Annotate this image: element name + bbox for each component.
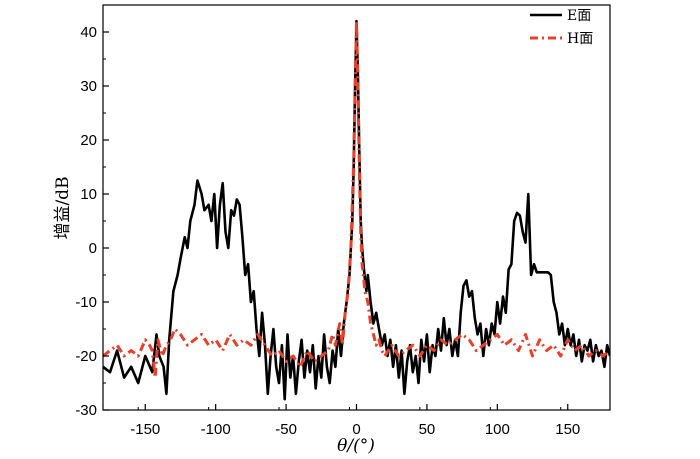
e-plane-series-line: [103, 19, 610, 401]
y-axis-title: 增益/dB: [53, 176, 73, 239]
y-tick-label: 40: [80, 24, 97, 41]
x-tick-label: -150: [130, 421, 160, 438]
legend-label-e: E面: [567, 8, 591, 24]
legend: E面 H面: [530, 8, 593, 47]
y-tick-label: 20: [80, 132, 97, 149]
y-tick-label: -30: [75, 402, 97, 419]
h-plane-series-line: [103, 19, 610, 380]
x-axis-title: θ/(°): [337, 436, 375, 456]
legend-label-h: H面: [567, 31, 593, 47]
y-tick-label: 0: [89, 240, 97, 257]
y-tick-label: -10: [75, 294, 97, 311]
y-tick-label: 10: [80, 186, 97, 203]
x-tick-label: 150: [555, 421, 580, 438]
y-axis-ticks: -30 -20 -10 0 10 20 30 40: [75, 24, 109, 419]
y-tick-label: -20: [75, 348, 97, 365]
x-tick-label: 50: [419, 421, 436, 438]
x-tick-label: 100: [485, 421, 510, 438]
x-tick-label: -100: [201, 421, 231, 438]
y-tick-label: 30: [80, 78, 97, 95]
plot-lines-group: [103, 19, 610, 401]
x-tick-label: -50: [275, 421, 297, 438]
x-axis-ticks: -150 -100 -50 0 50 100 150: [130, 404, 580, 438]
x-tick-label: 0: [352, 421, 360, 438]
